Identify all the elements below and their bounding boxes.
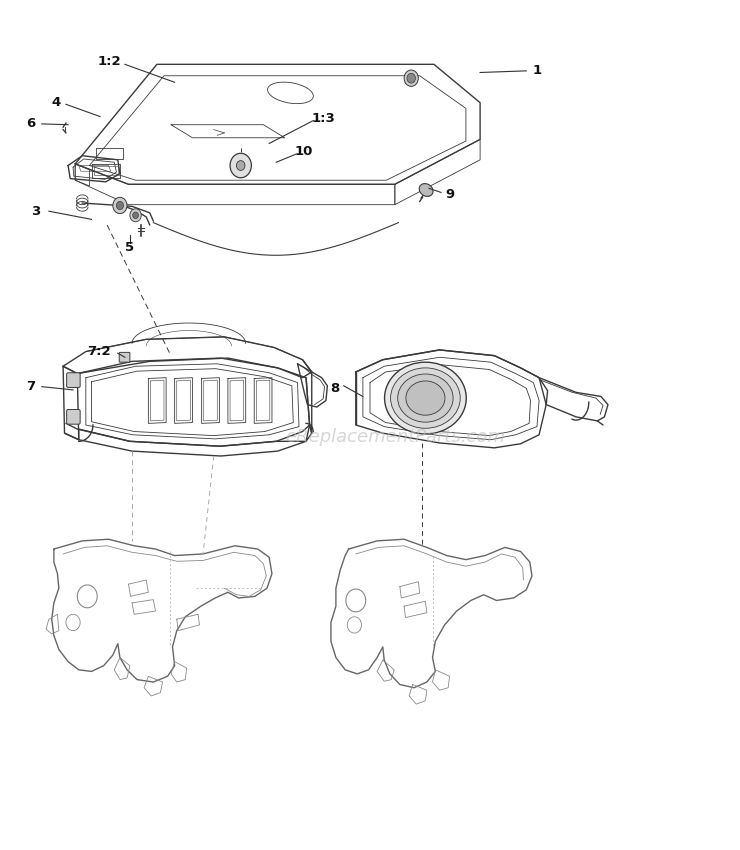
Text: 5: 5 [125, 241, 135, 253]
Circle shape [230, 153, 252, 178]
Text: 4: 4 [51, 96, 61, 109]
FancyBboxPatch shape [67, 373, 80, 388]
Circle shape [116, 201, 124, 210]
Ellipse shape [419, 184, 433, 196]
Text: 7: 7 [26, 380, 35, 394]
Circle shape [130, 209, 141, 222]
Ellipse shape [385, 362, 466, 434]
Text: 1:2: 1:2 [98, 55, 121, 68]
Circle shape [112, 197, 127, 213]
Circle shape [407, 73, 415, 83]
Ellipse shape [391, 368, 460, 428]
Text: 1: 1 [532, 65, 542, 77]
Text: 10: 10 [295, 145, 313, 158]
Circle shape [404, 70, 418, 87]
Text: 3: 3 [32, 205, 41, 218]
Ellipse shape [397, 374, 453, 422]
Text: 8: 8 [330, 382, 339, 394]
Text: 6: 6 [26, 116, 35, 129]
Text: 1:3: 1:3 [312, 111, 336, 125]
Text: 7:2: 7:2 [87, 345, 110, 358]
Ellipse shape [406, 381, 445, 415]
Text: eReplacementParts.com: eReplacementParts.com [285, 428, 505, 446]
FancyBboxPatch shape [119, 353, 130, 362]
FancyBboxPatch shape [67, 410, 80, 424]
Circle shape [132, 212, 138, 218]
Circle shape [237, 161, 245, 170]
Text: 9: 9 [445, 189, 454, 201]
